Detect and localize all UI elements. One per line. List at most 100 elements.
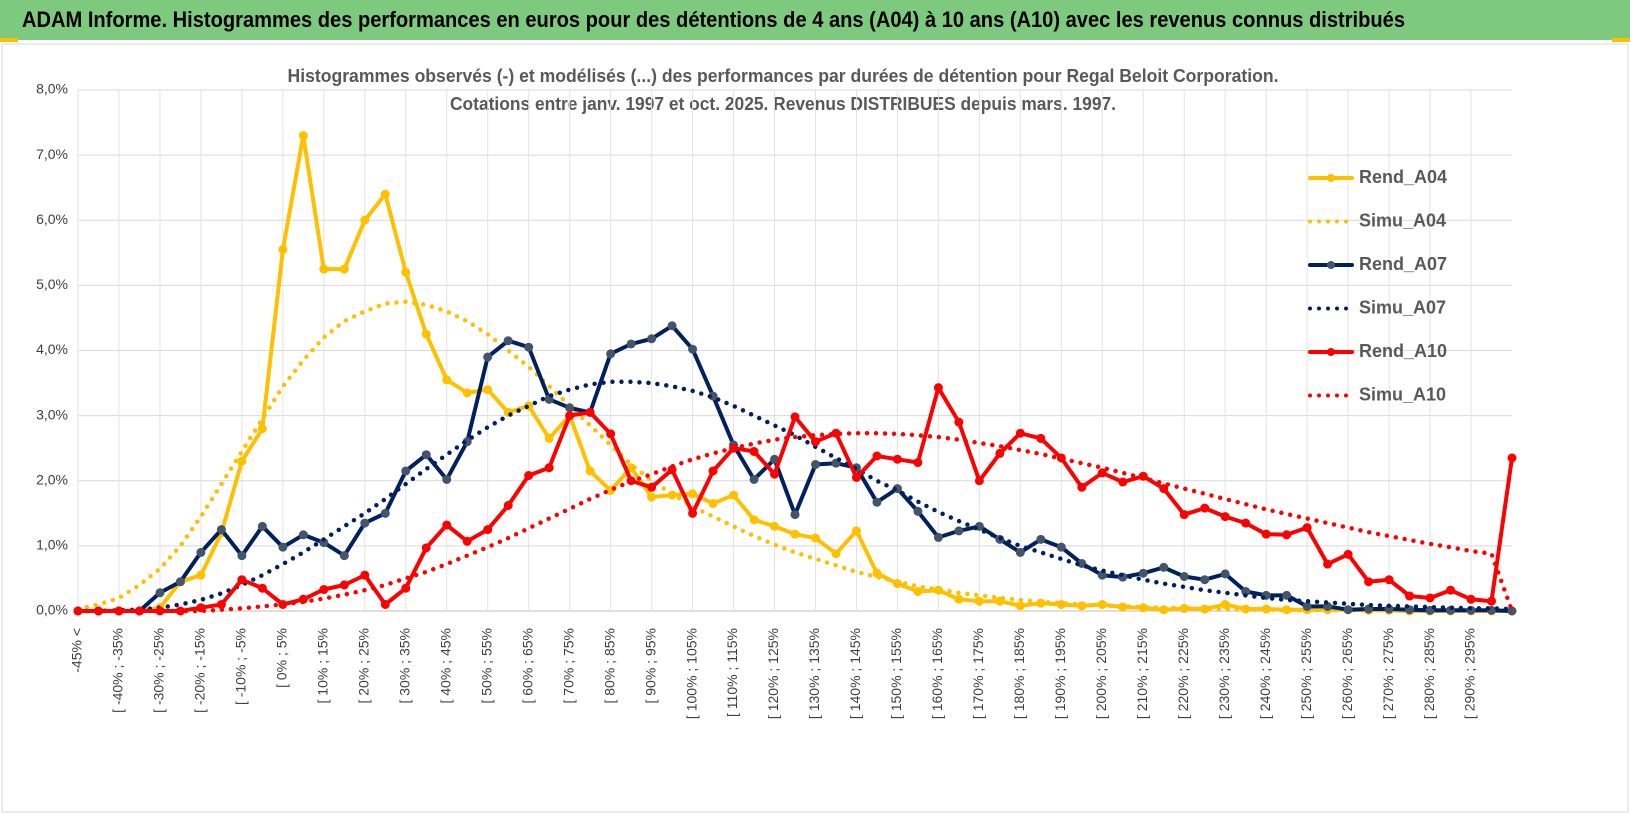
data-point [565, 411, 575, 421]
data-point [1282, 590, 1292, 600]
data-point [851, 472, 861, 482]
legend-marker [1327, 261, 1335, 269]
legend-label: Rend_A07 [1359, 254, 1447, 274]
y-tick-label: 8,0% [36, 81, 68, 97]
data-point [954, 526, 964, 536]
legend-label: Rend_A04 [1359, 167, 1447, 187]
x-tick-label: [ 200% ; 205% [1093, 628, 1109, 719]
x-tick-label: [ 50% ; 55% [478, 628, 494, 704]
data-point [831, 549, 841, 559]
data-point [1015, 547, 1025, 557]
data-point [155, 588, 165, 598]
series-line [75, 379, 1515, 614]
x-tick-label: [ 60% ; 65% [519, 628, 535, 704]
data-point [175, 577, 185, 587]
data-point [790, 412, 800, 422]
data-point [237, 456, 247, 466]
x-tick-label: [ 20% ; 25% [356, 628, 372, 704]
data-point [1425, 593, 1435, 603]
data-point [1261, 529, 1271, 539]
y-tick-label: 0,0% [36, 602, 68, 618]
data-point [278, 245, 288, 255]
data-point [339, 551, 349, 561]
data-point [1220, 569, 1230, 579]
x-tick-label: [ 170% ; 175% [970, 628, 986, 719]
data-point [954, 594, 964, 604]
x-tick-label: [ 210% ; 215% [1134, 628, 1150, 719]
x-tick-label: [ -10% ; -5% [233, 628, 249, 705]
x-tick-label: [ 0% ; 5% [274, 628, 290, 688]
data-point [1241, 518, 1251, 528]
legend-label: Simu_A07 [1359, 297, 1446, 317]
data-point [196, 570, 206, 580]
data-point [483, 525, 493, 535]
x-tick-label: [ 150% ; 155% [888, 628, 904, 719]
data-point [462, 536, 472, 546]
data-point [790, 529, 800, 539]
data-point [1138, 568, 1148, 578]
x-tick-label: [ 10% ; 15% [315, 628, 331, 704]
data-point [360, 570, 370, 580]
x-tick-label: [ 280% ; 285% [1421, 628, 1437, 719]
series-line [75, 430, 1515, 614]
data-point [237, 551, 247, 561]
x-tick-label: [ 30% ; 35% [396, 628, 412, 704]
data-point [380, 189, 390, 199]
x-tick-label: [ -40% ; -35% [110, 628, 126, 713]
x-tick-label: [ 140% ; 145% [847, 628, 863, 719]
data-point [1364, 577, 1374, 587]
data-point [810, 437, 820, 447]
data-point [995, 448, 1005, 458]
x-tick-label: [ 70% ; 75% [560, 628, 576, 704]
data-point [749, 474, 759, 484]
chart-subtitle: Cotations entre janv. 1997 et oct. 2025.… [450, 94, 1116, 114]
data-point [483, 385, 493, 395]
data-point [524, 342, 534, 352]
data-point [872, 497, 882, 507]
data-point [237, 575, 247, 585]
data-point [1343, 549, 1353, 559]
chart-border [1, 43, 1629, 813]
data-point [421, 450, 431, 460]
legend-marker [1327, 174, 1335, 182]
x-tick-label: [ 180% ; 185% [1011, 628, 1027, 719]
data-point [1302, 601, 1312, 611]
data-point [1384, 575, 1394, 585]
data-point [339, 580, 349, 590]
y-tick-label: 1,0% [36, 537, 68, 553]
data-point [380, 508, 390, 518]
x-tick-label: [ 250% ; 255% [1298, 628, 1314, 719]
header-title: ADAM Informe. Histogrammes des performan… [22, 7, 1405, 32]
data-point [1466, 594, 1476, 604]
data-point [544, 463, 554, 473]
data-point [360, 518, 370, 528]
y-tick-label: 2,0% [36, 471, 68, 487]
data-point [974, 476, 984, 486]
data-point [708, 466, 718, 476]
data-point [565, 403, 575, 413]
data-point [401, 267, 411, 277]
header-bar [0, 0, 1630, 40]
data-point [606, 349, 616, 359]
data-point [770, 469, 780, 479]
data-point [647, 482, 657, 492]
data-point [708, 499, 718, 509]
data-point [319, 585, 329, 595]
data-point [749, 446, 759, 456]
data-point [298, 530, 308, 540]
x-tick-label: [ 120% ; 125% [765, 628, 781, 719]
data-point [196, 547, 206, 557]
data-point [257, 424, 267, 434]
x-tick-label: [ 40% ; 45% [437, 628, 453, 704]
data-point [1179, 571, 1189, 581]
data-point [544, 433, 554, 443]
data-point [1159, 484, 1169, 494]
data-point [810, 533, 820, 543]
data-point [483, 352, 493, 362]
x-tick-label: [ -20% ; -15% [192, 628, 208, 713]
data-point [298, 131, 308, 141]
y-tick-label: 3,0% [36, 406, 68, 422]
x-tick-label: [ 220% ; 225% [1175, 628, 1191, 719]
data-point [1036, 433, 1046, 443]
data-point [1405, 591, 1415, 601]
